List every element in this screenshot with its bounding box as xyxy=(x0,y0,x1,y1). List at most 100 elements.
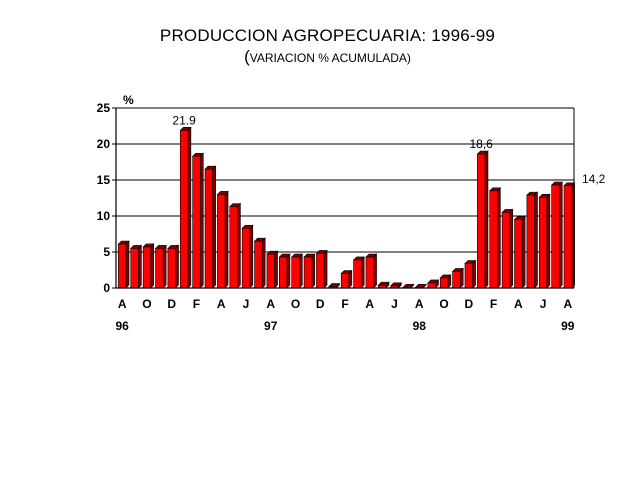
bar-side xyxy=(249,224,254,289)
bar-side xyxy=(546,193,551,289)
bar-front xyxy=(155,248,164,289)
bar-front xyxy=(266,253,275,289)
bar-front xyxy=(353,259,362,289)
x-tick-label: A xyxy=(563,297,572,311)
bar xyxy=(352,256,365,289)
x-tick-label: O xyxy=(291,297,300,311)
bar-front xyxy=(501,212,511,289)
bar xyxy=(204,165,217,289)
bar-front xyxy=(514,219,523,289)
bar-side xyxy=(138,244,142,289)
bar xyxy=(365,253,378,289)
bar-side xyxy=(274,250,278,289)
bar-front xyxy=(130,248,139,289)
x-tick-label: F xyxy=(341,297,348,311)
bar-front xyxy=(241,227,251,289)
chart-subtitle-paren: ( xyxy=(244,47,250,66)
bar xyxy=(191,152,204,289)
bar xyxy=(501,208,514,289)
x-tick-label: A xyxy=(514,297,523,311)
bar-front xyxy=(217,194,226,289)
x-tick-label: F xyxy=(193,297,200,311)
bar-side xyxy=(125,240,130,289)
bar-front xyxy=(229,206,238,289)
bar-side xyxy=(298,253,303,289)
bar xyxy=(315,249,328,289)
x-tick-label: D xyxy=(464,297,473,311)
bar xyxy=(167,244,180,289)
bar xyxy=(476,150,489,289)
bar-front xyxy=(167,248,176,289)
bar-front xyxy=(464,263,473,289)
bar-side xyxy=(521,215,526,289)
x-tick-label: D xyxy=(167,297,176,311)
bar xyxy=(439,274,452,289)
x-tick-label: J xyxy=(540,297,547,311)
bar xyxy=(216,190,229,289)
bar xyxy=(229,202,242,289)
bar xyxy=(464,259,477,289)
bar-front xyxy=(192,155,201,289)
bar-side xyxy=(509,208,514,289)
bar-front xyxy=(538,196,548,289)
y-tick-label: 0 xyxy=(103,281,110,295)
bar-series xyxy=(117,126,576,289)
axis-labels: 0 5 10 15 20 25 A O D F A J A O D F A J A O D F A J A 96 97 98 99 21.… xyxy=(97,101,606,333)
bar-front xyxy=(279,256,288,289)
y-tick-label: 10 xyxy=(97,209,111,223)
bar-side xyxy=(261,237,266,289)
bar xyxy=(142,243,155,289)
bar xyxy=(513,215,526,289)
y-tick-label: 15 xyxy=(97,173,111,187)
bar xyxy=(179,126,192,289)
bar xyxy=(389,282,403,289)
x-tick-label: F xyxy=(490,297,497,311)
bar-side xyxy=(484,150,489,289)
bar xyxy=(290,253,304,289)
bar-side xyxy=(224,190,229,289)
x-year-label: 99 xyxy=(561,319,575,333)
bar-side xyxy=(323,249,328,289)
bar xyxy=(278,253,291,289)
x-tick-label: J xyxy=(243,297,250,311)
axes xyxy=(112,107,575,289)
x-tick-label: O xyxy=(142,297,151,311)
bar-side xyxy=(175,244,179,289)
bar-front xyxy=(118,243,127,289)
bar-side xyxy=(199,152,204,289)
bar-front xyxy=(142,246,152,289)
bar xyxy=(154,244,167,289)
bar-front xyxy=(204,168,213,289)
chart-subtitle: (VARIACION % ACUMULADA) xyxy=(0,47,630,67)
bar-side xyxy=(212,165,216,289)
bar xyxy=(266,250,279,289)
bar-side xyxy=(150,243,155,289)
x-year-label: 97 xyxy=(264,319,278,333)
bar-side xyxy=(286,253,291,289)
data-label: 18,6 xyxy=(469,137,493,151)
bar-front xyxy=(526,194,535,289)
bar-side xyxy=(311,253,315,289)
bar-side xyxy=(360,256,365,289)
bar-side xyxy=(497,187,501,289)
x-tick-label: A xyxy=(118,297,127,311)
bar xyxy=(377,281,390,289)
bar-front xyxy=(477,153,486,289)
bar-side xyxy=(534,191,538,289)
bar-front xyxy=(365,256,374,289)
x-tick-label: A xyxy=(217,297,226,311)
y-axis-label: % xyxy=(123,93,134,107)
bar-front xyxy=(291,256,300,289)
bar xyxy=(451,267,464,289)
x-tick-label: A xyxy=(266,297,275,311)
x-tick-label: D xyxy=(316,297,325,311)
bar xyxy=(538,193,551,289)
bar-front xyxy=(452,271,461,289)
chart-title: PRODUCCION AGROPECUARIA: 1996-99 xyxy=(159,26,496,45)
bar-front xyxy=(439,277,449,289)
data-label: 14,2 xyxy=(582,172,606,186)
bar xyxy=(489,187,502,289)
x-year-label: 98 xyxy=(413,319,427,333)
bar xyxy=(526,191,539,289)
bar-front xyxy=(551,184,560,289)
